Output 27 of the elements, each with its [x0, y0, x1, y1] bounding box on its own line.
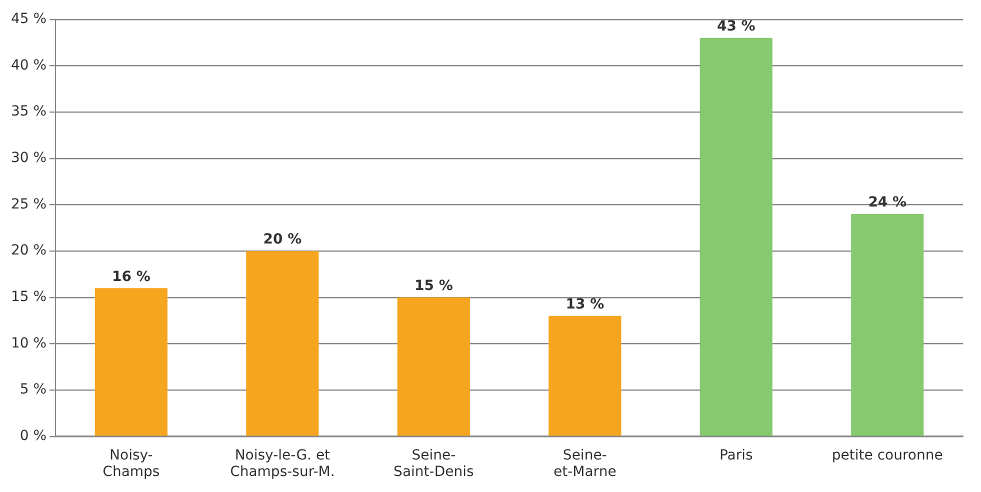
x-tick-label: Noisy-le-G. et Champs-sur-M. — [230, 447, 335, 480]
bar — [548, 316, 622, 436]
x-tick-label: Seine- Saint-Denis — [394, 447, 474, 480]
data-label: 13 % — [566, 296, 604, 313]
y-tick-label: 5 % — [20, 382, 47, 398]
x-tick-label: Seine- et-Marne — [553, 447, 616, 480]
x-tick-label: Noisy- Champs — [102, 447, 160, 480]
bar — [700, 38, 772, 436]
bar — [246, 251, 319, 436]
bar — [397, 297, 470, 436]
y-tick-label: 25 % — [10, 196, 47, 212]
data-label: 20 % — [263, 232, 302, 248]
y-tick-label: 10 % — [10, 335, 47, 352]
y-tick-label: 0 % — [20, 428, 47, 444]
x-tick-label: Paris — [719, 447, 753, 464]
data-label: 43 % — [716, 18, 756, 35]
data-label: 16 % — [112, 268, 150, 285]
y-tick-label: 15 % — [10, 289, 47, 306]
bar — [851, 214, 924, 436]
y-tick-label: 20 % — [10, 242, 47, 259]
bar — [94, 288, 168, 436]
y-tick-label: 35 % — [10, 104, 47, 120]
x-tick-label: petite couronne — [832, 447, 943, 464]
y-tick-label: 30 % — [10, 150, 47, 166]
data-label: 15 % — [414, 278, 453, 294]
y-tick-label: 45 % — [10, 11, 47, 28]
y-tick-label: 40 % — [10, 57, 47, 74]
